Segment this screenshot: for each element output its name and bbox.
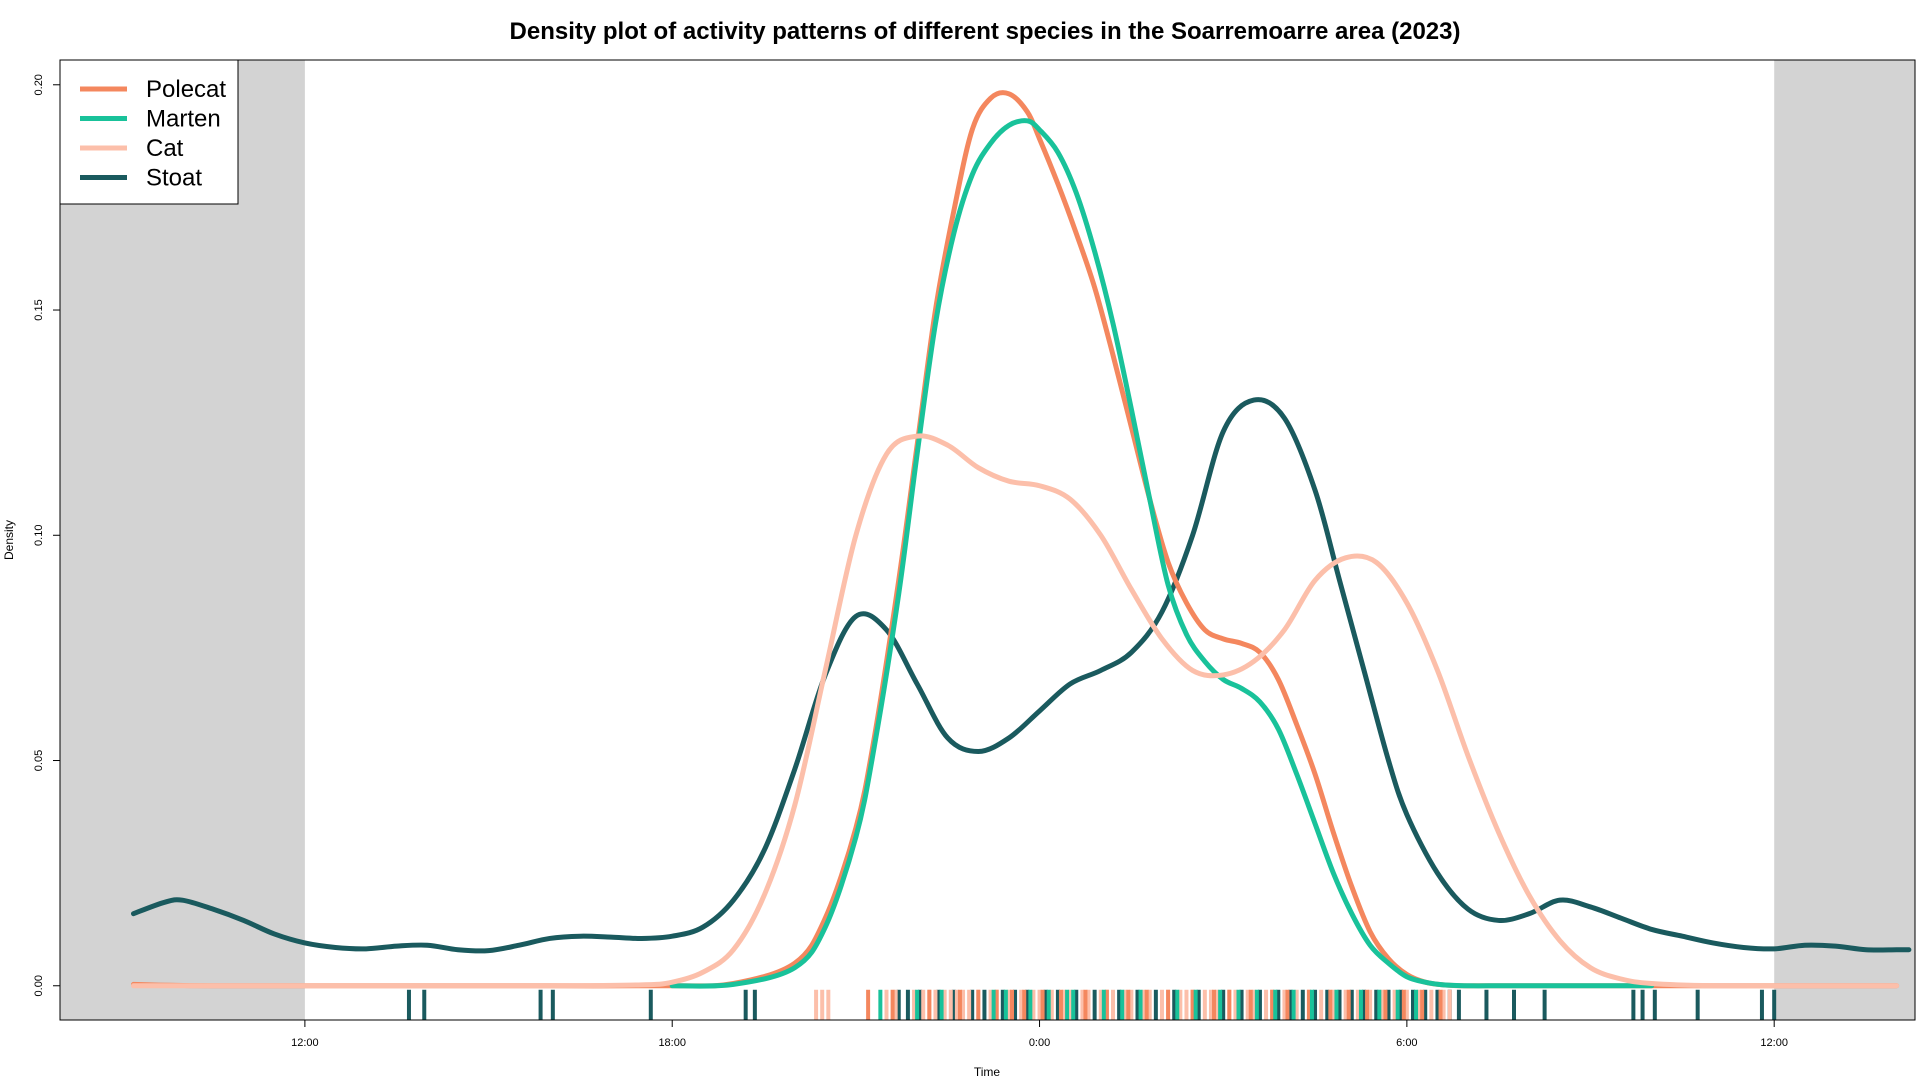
y-tick-label: 0.10 [33,525,45,546]
x-tick-label: 12:00 [1760,1037,1788,1049]
y-tick-label: 0.15 [33,299,45,320]
plot-frame [59,59,1916,1021]
night-shading [60,60,1915,1020]
rug-marks [406,989,1777,1020]
rug-stoat [406,989,1777,1020]
y-axis: 0.00 0.05 0.10 0.15 0.20 [33,74,60,996]
y-tick-label: 0.00 [33,975,45,996]
x-axis: 12:00 18:00 0:00 6:00 12:00 [291,1020,1788,1049]
legend-box [59,59,239,205]
series-line-stoat [130,397,1912,954]
x-tick-label: 12:00 [291,1037,319,1049]
y-axis-label: Density [2,520,16,560]
y-tick-label: 0.05 [33,750,45,771]
legend-item-polecat: Polecat [80,76,226,103]
chart-title: Density plot of activity patterns of dif… [510,18,1461,45]
rug-polecat [866,989,1443,1020]
x-tick-label: 18:00 [658,1037,686,1049]
density-lines [130,90,1912,989]
legend-label: Polecat [146,76,226,103]
shade-range-1 [60,60,305,1020]
x-tick-label: 0:00 [1029,1037,1050,1049]
y-tick-label: 0.20 [33,74,45,95]
x-tick-label: 6:00 [1396,1037,1417,1049]
legend-item-marten: Marten [80,106,221,133]
legend-label: Stoat [146,165,202,192]
legend-item-cat: Cat [80,135,184,162]
series-line-marten [669,118,1655,989]
legend-label: Marten [146,106,221,133]
rug-marten [878,989,1419,1020]
legend-label: Cat [146,135,184,162]
x-axis-label: Time [974,1065,1001,1079]
legend-item-stoat: Stoat [80,165,202,192]
shade-range-2 [1774,60,1915,1020]
series-line-cat [130,433,1900,989]
